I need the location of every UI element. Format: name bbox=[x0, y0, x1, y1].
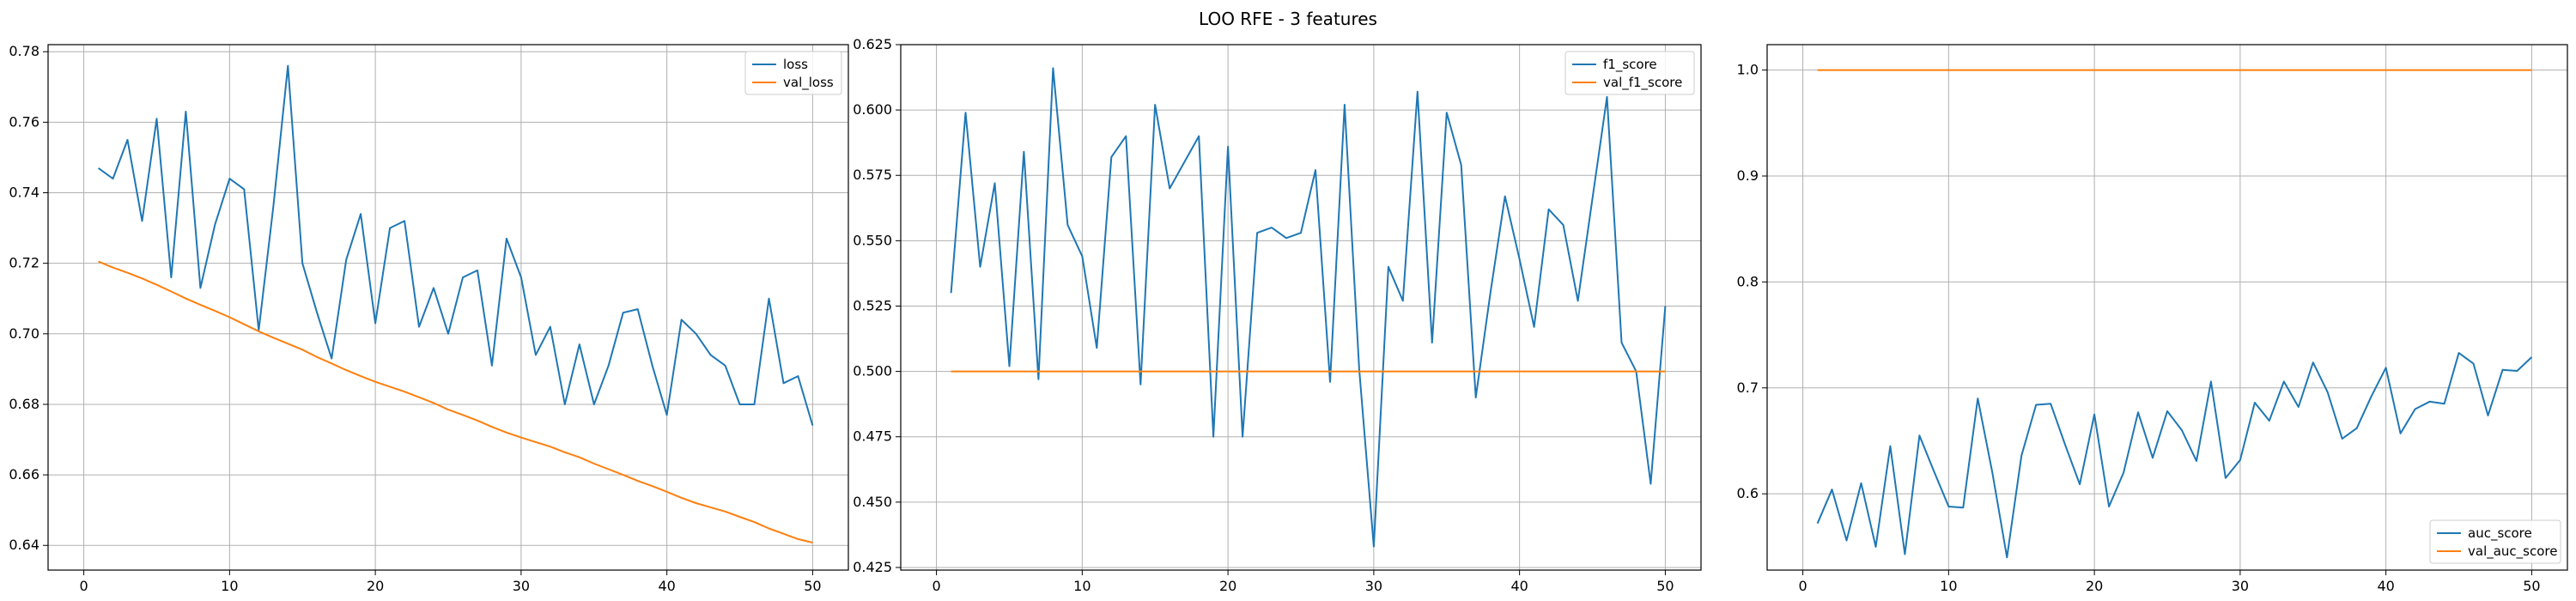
y-tick-label: 0.74 bbox=[9, 185, 39, 201]
x-tick-label: 50 bbox=[2523, 578, 2540, 594]
y-tick-label: 0.475 bbox=[853, 428, 892, 445]
x-tick-label: 30 bbox=[2232, 578, 2249, 594]
x-tick-label: 50 bbox=[804, 578, 821, 594]
y-tick-label: 0.76 bbox=[9, 113, 39, 130]
x-tick-label: 10 bbox=[1073, 578, 1091, 594]
axes-frame bbox=[1766, 44, 2568, 571]
y-tick-label: 0.66 bbox=[9, 466, 39, 483]
y-tick-label: 0.525 bbox=[853, 297, 892, 313]
y-tick-label: 0.70 bbox=[9, 325, 39, 342]
x-tick-label: 40 bbox=[1510, 578, 1528, 594]
legend-box bbox=[2429, 519, 2561, 564]
y-tick-label: 0.9 bbox=[1737, 167, 1759, 184]
legend: f1_score val_f1_score bbox=[1564, 51, 1695, 95]
y-tick-label: 0.550 bbox=[853, 232, 892, 248]
series-line-auc_score bbox=[1816, 352, 2533, 559]
legend-box bbox=[744, 51, 842, 95]
y-tick-label: 0.68 bbox=[9, 396, 39, 412]
legend-label: f1_score bbox=[1603, 57, 1657, 73]
y-tick-label: 0.500 bbox=[853, 363, 892, 379]
x-tick-label: 10 bbox=[1940, 578, 1957, 594]
y-tick-label: 0.450 bbox=[853, 494, 892, 510]
series-line-loss bbox=[98, 64, 814, 426]
x-tick-label: 0 bbox=[79, 578, 88, 594]
legend-label: val_f1_score bbox=[1603, 75, 1682, 91]
legend-label: val_auc_score bbox=[2468, 543, 2558, 560]
legend: loss val_loss bbox=[744, 51, 842, 95]
y-tick-label: 0.64 bbox=[9, 537, 39, 553]
y-tick-label: 0.78 bbox=[9, 43, 39, 59]
x-tick-label: 50 bbox=[1656, 578, 1674, 594]
x-tick-label: 30 bbox=[1365, 578, 1382, 594]
y-tick-label: 0.575 bbox=[853, 167, 892, 183]
axes-frame bbox=[900, 44, 1702, 571]
y-tick-label: 0.600 bbox=[853, 101, 892, 118]
y-tick-label: 0.625 bbox=[853, 36, 892, 52]
x-tick-label: 20 bbox=[1219, 578, 1236, 594]
series-line-f1_score bbox=[950, 67, 1667, 548]
x-tick-label: 20 bbox=[2086, 578, 2103, 594]
x-tick-label: 40 bbox=[2377, 578, 2394, 594]
y-tick-label: 0.6 bbox=[1737, 485, 1759, 501]
x-tick-label: 10 bbox=[221, 578, 238, 594]
x-tick-label: 0 bbox=[1798, 578, 1807, 594]
y-tick-label: 0.8 bbox=[1737, 273, 1759, 289]
legend-label: loss bbox=[783, 57, 808, 72]
x-tick-label: 30 bbox=[513, 578, 530, 594]
x-tick-label: 20 bbox=[367, 578, 384, 594]
series-line-val_loss bbox=[98, 260, 813, 543]
legend-label: val_loss bbox=[783, 75, 834, 91]
legend-box bbox=[1564, 51, 1695, 95]
figure-title: LOO RFE - 3 features bbox=[1199, 9, 1377, 29]
y-tick-label: 0.72 bbox=[9, 255, 39, 271]
x-tick-label: 0 bbox=[932, 578, 940, 594]
x-tick-label: 40 bbox=[658, 578, 675, 594]
y-tick-label: 0.7 bbox=[1737, 379, 1759, 396]
legend-label: auc_score bbox=[2468, 525, 2532, 542]
axes-frame bbox=[47, 44, 849, 571]
y-tick-label: 0.425 bbox=[853, 559, 892, 575]
y-tick-label: 1.0 bbox=[1737, 62, 1759, 78]
